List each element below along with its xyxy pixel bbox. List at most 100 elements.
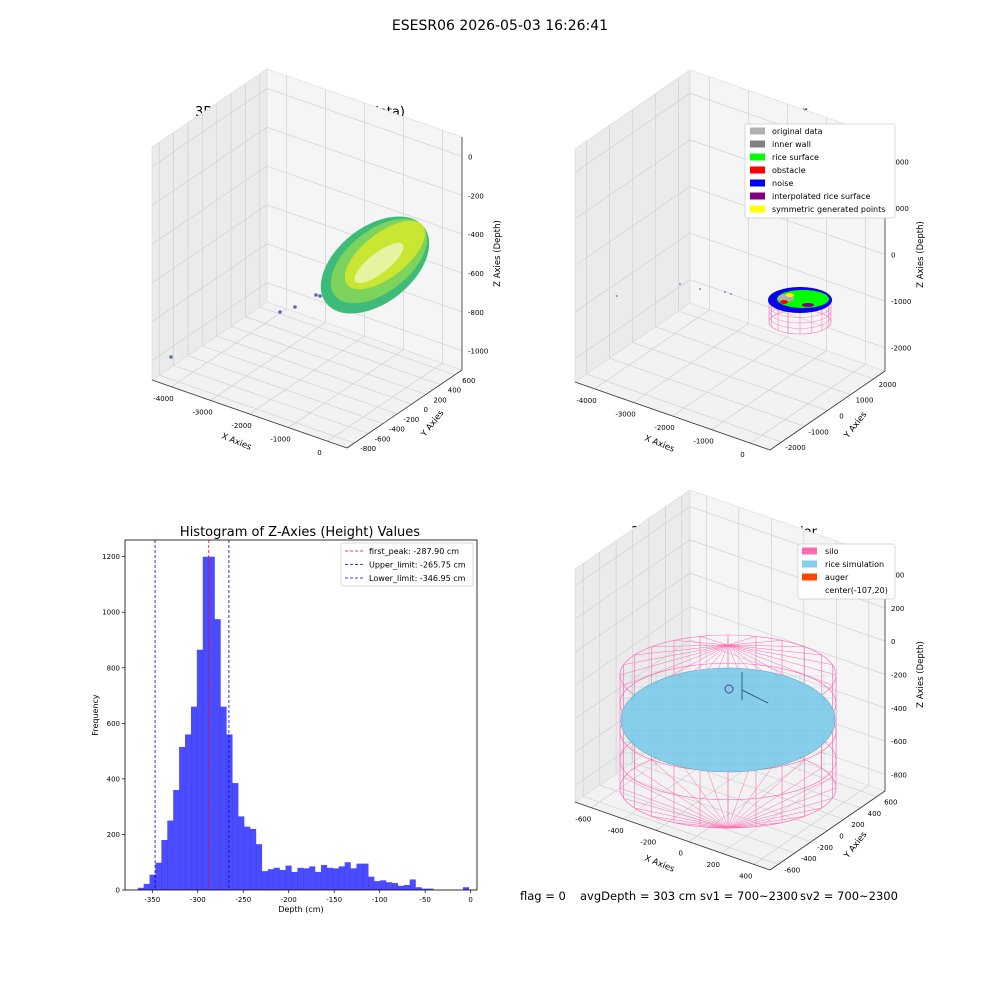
chart-simulation-3d: 3D simulation of Silo Interior-600-400-2… [574,489,926,880]
chart3-bar [338,866,345,890]
chart1-y-tick: -200 [403,416,419,424]
chart1-grid-x [327,130,443,442]
chart4-x-label: X Axies [643,854,676,875]
chart3-bar [332,868,339,890]
chart4-legend-swatch [802,586,817,594]
chart4-z-tick: 0 [891,638,895,646]
chart2-y-tick: -2000 [785,444,805,452]
chart4-y-tick: 600 [884,799,897,807]
chart1-outlier-point [169,355,173,359]
chart1-x-label: X Axies [220,432,253,453]
chart4-y-tick: -400 [801,855,817,863]
chart4-z-tick: 200 [891,605,904,613]
chart3-bar [303,868,310,890]
chart4-y-tick: 200 [851,821,864,829]
chart1-grid-y [173,132,369,434]
chart2-grid-y [586,141,782,443]
chart1-outlier-point [318,294,322,298]
chart4-silo-floor-line [673,822,729,829]
chart4-silo-floor-line [727,807,822,829]
chart1-grid-y [187,122,384,424]
chart2-y-axis-line [769,370,886,451]
chart3-bar [208,556,215,890]
chart1-grid-z [151,88,463,167]
chart3-y-tick-label: 1000 [102,609,120,617]
chart2-x-label: X Axies [643,434,676,455]
chart1-x-tick: -1000 [270,436,290,444]
chart4-silo-floor-line [623,798,729,829]
chart4-z-tick: -400 [891,705,907,713]
chart2-legend-label: symmetric generated points [772,205,885,214]
chart4-z-tick: 400 [891,572,904,580]
chart1-grid-y [245,83,441,385]
chart4-y-tick: 0 [839,833,843,841]
chart2-y-label: Y Axies [842,410,870,442]
chart1-grid-z [151,165,463,245]
chart4-legend-label: center(-107,20) [825,586,888,595]
chart2-legend-label: original data [772,127,823,136]
chart1-surface-hole [354,242,404,284]
chart4-silo-floor-line [651,816,729,829]
chart1-z-tick: -600 [468,270,484,278]
chart1-grid-y [259,73,455,376]
chart2-z-tick: -2000 [891,345,911,353]
chart3-title: Histogram of Z-Axies (Height) Values [180,525,420,540]
chart2-legend-swatch [750,205,765,213]
chart3-x-label: Depth (cm) [278,905,323,914]
chart3-bar [356,863,363,890]
chart1-y-tick: 400 [448,387,461,395]
chart1-grid-y [216,103,412,405]
chart2-outlier-point [699,288,701,290]
chart3-bar [179,746,186,890]
chart2-legend [744,123,896,219]
chart4-silo-floor-line [623,777,729,829]
chart2-grid-z [574,232,886,313]
footer-sv1: sv1 = 700~2300 [700,889,798,903]
chart3-x-tick-label: 0 [468,896,472,904]
chart2-legend-label: noise [772,179,793,188]
chart1-grid-x [171,75,287,388]
chart3-bar [190,706,198,890]
chart3-bar [380,880,387,890]
chart3-bar [167,820,174,890]
chart4-legend-label: auger [825,573,849,582]
chart2-legend-label: rice surface [772,153,819,162]
chart3-x-tick-label: -100 [372,896,388,904]
chart3-bar [279,870,286,890]
chart2-symmetric-points [786,293,794,297]
chart4-center-marker [724,684,734,694]
chart3-bar [415,887,422,890]
chart3-bar [291,871,298,890]
chart2-y-tick: -1000 [808,428,828,436]
chart4-z-tick: -200 [891,672,907,680]
chart4-silo-roof-line [699,636,729,646]
chart3-bar [321,865,328,890]
chart4-x-tick: -400 [608,827,624,835]
chart4-silo-roof-line [727,644,833,686]
chart3-y-tick-label: 800 [107,664,120,672]
chart2-outlier-point [730,293,732,295]
chart4-silo-roof-line [623,644,729,665]
chart1-grid-y [158,142,355,444]
chart-classify-3d: 3D classify of Silo Interior-4000-3000-2… [574,69,926,459]
chart2-grid-y [609,125,805,427]
chart3-x-tick-label: -150 [326,896,342,904]
chart2-z-tick: 1000 [891,205,909,213]
chart1-x-tick: 0 [317,449,321,457]
chart4-legend-label: silo [825,547,839,556]
chart3-y-tick-label: 200 [107,831,120,839]
chart4-silo-floor-line [634,767,729,829]
chart4-y-tick: 400 [868,810,881,818]
chart2-legend-label: inner wall [772,140,811,149]
chart1-grid-x [249,103,365,415]
chart1-z-tick: 0 [468,153,472,161]
chart2-legend-swatch [750,153,765,161]
chart4-silo-floor-line [727,798,833,829]
chart2-z-tick: 2000 [891,158,909,166]
chart3-bar [232,783,239,890]
chart2-x-tick: -2000 [654,424,674,432]
chart2-outlier-point [616,295,618,297]
chart2-legend-label: obstacle [772,166,806,175]
chart3-bar [409,879,416,890]
